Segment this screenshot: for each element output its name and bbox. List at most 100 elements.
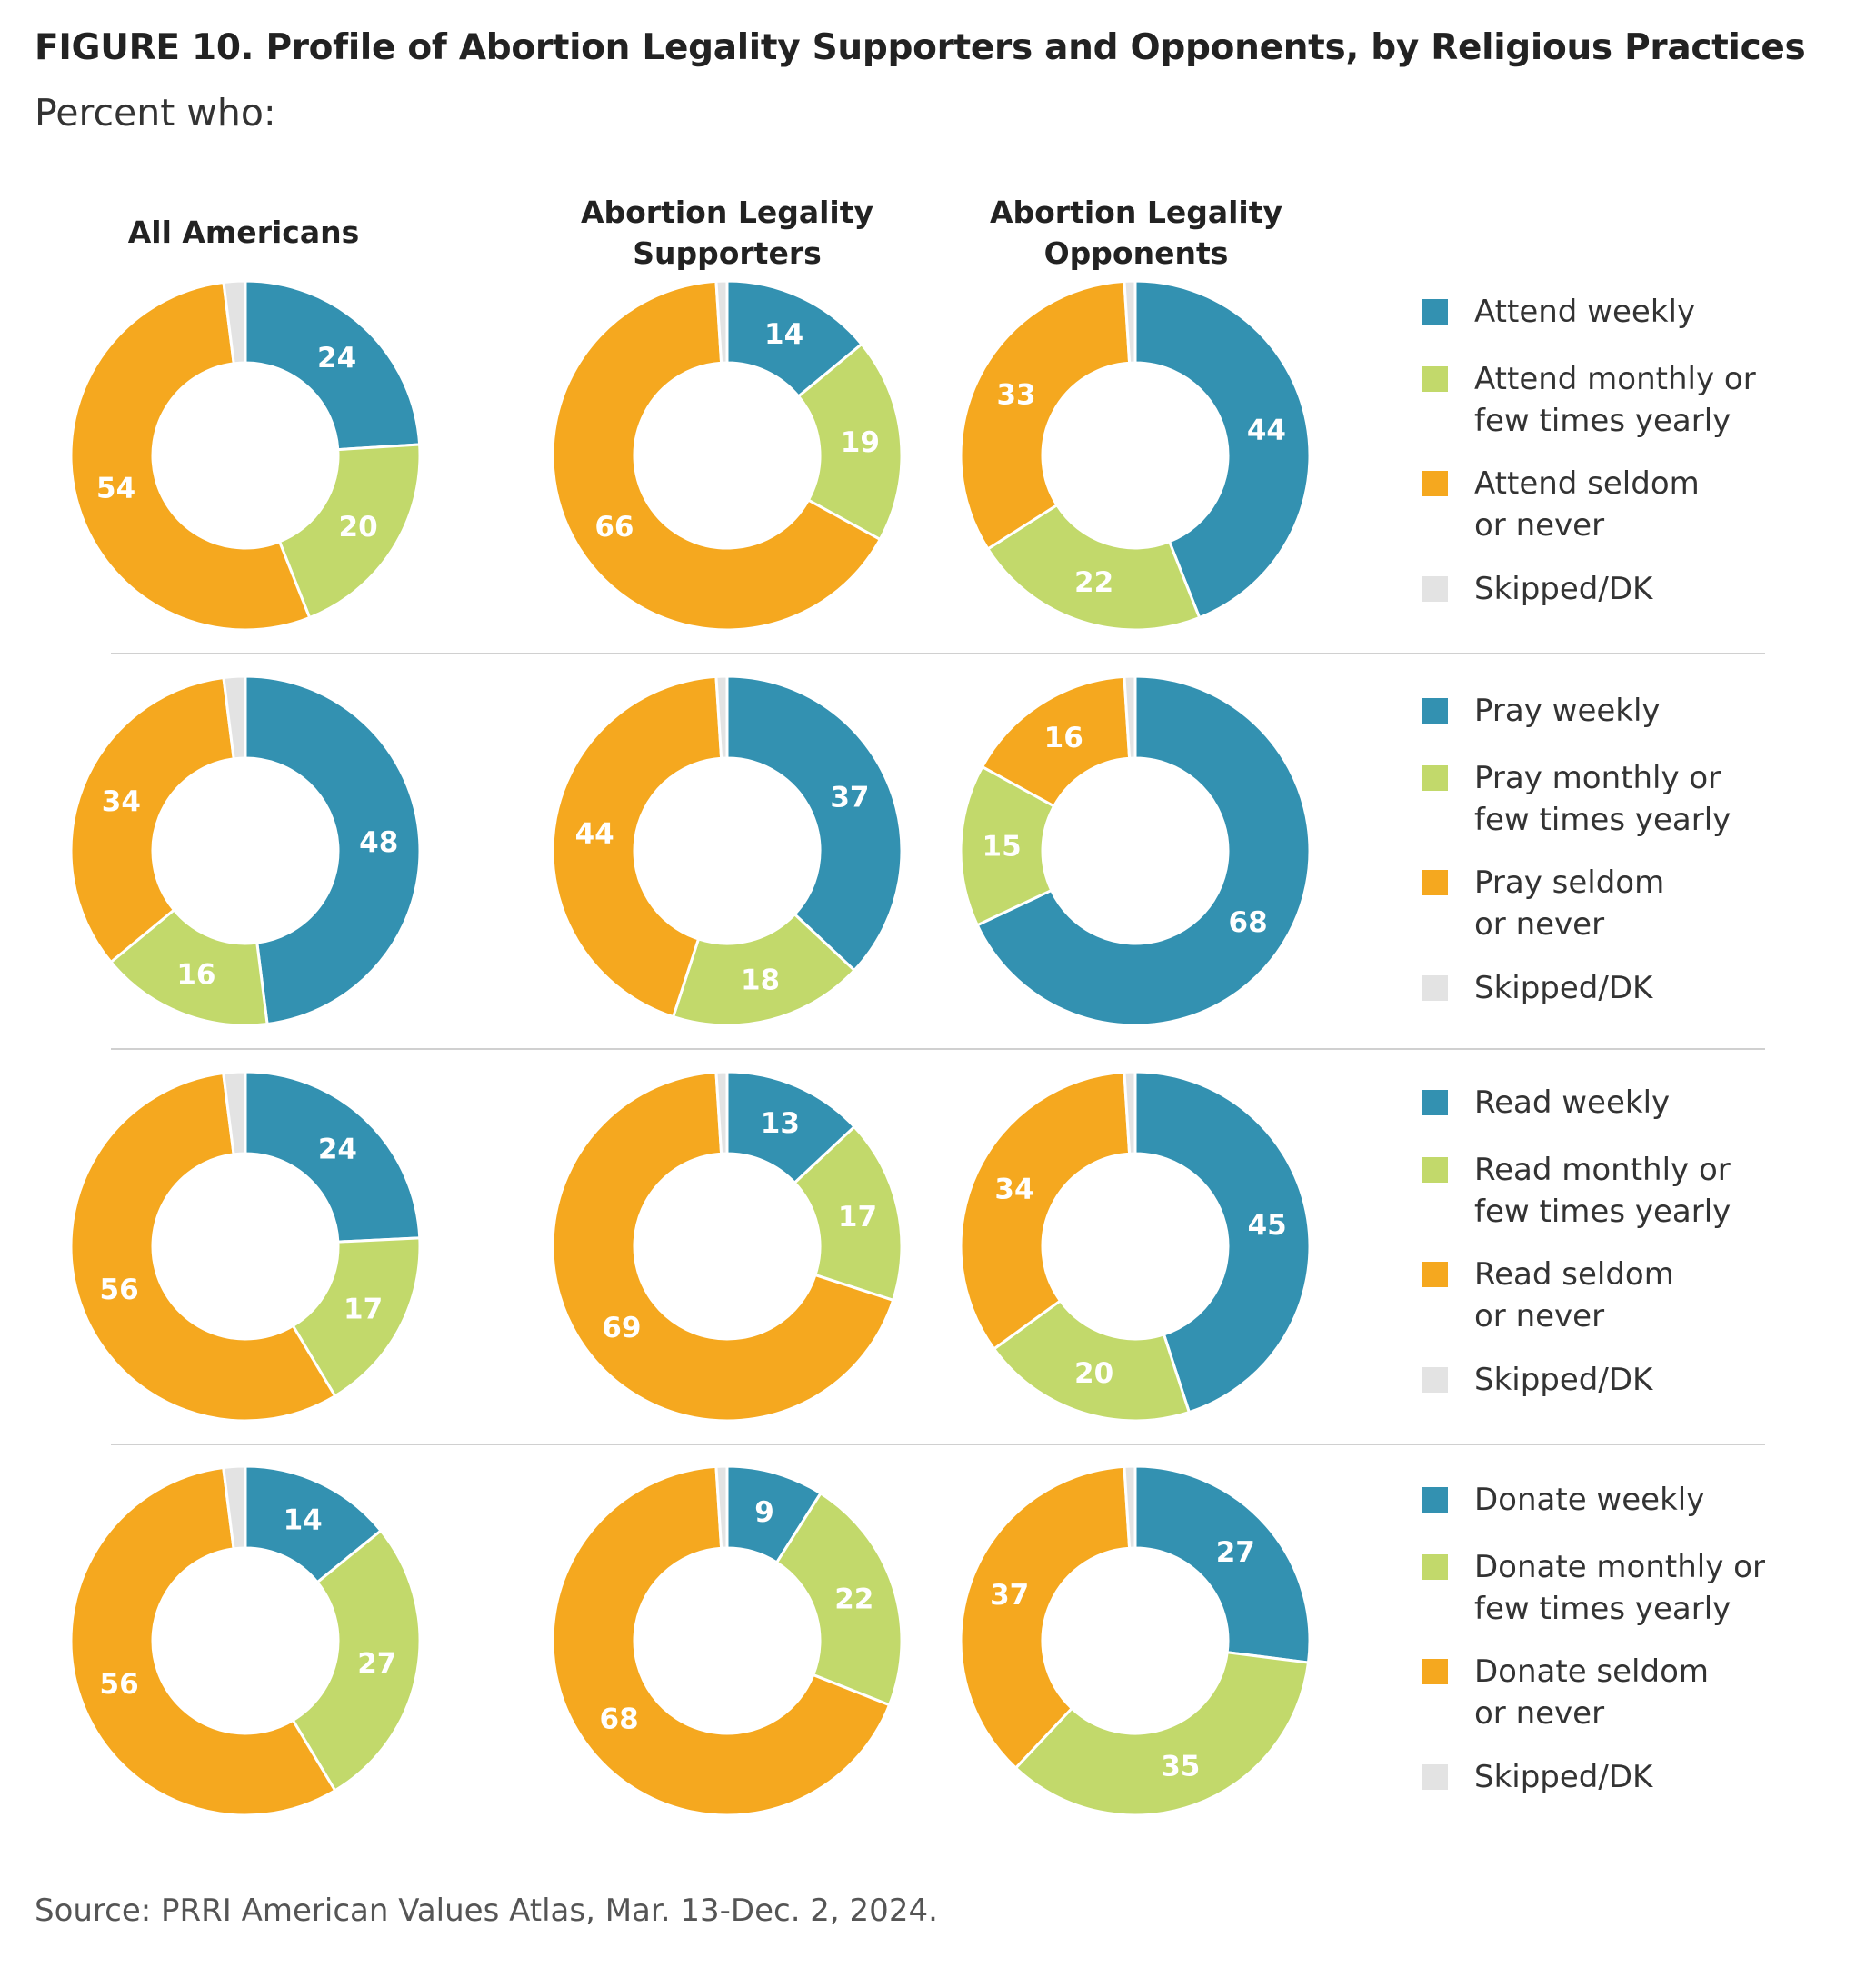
legend-label-line2: or never — [1474, 1298, 1605, 1334]
column-header-line1: All Americans — [127, 215, 360, 250]
legend-label-line1: Skipped/DK — [1474, 1759, 1653, 1795]
legend-label-line2: few times yearly — [1474, 802, 1731, 838]
donut-4-2: 9 22 68 — [551, 1464, 903, 1817]
legend-label: Donate seldom or never — [1474, 1651, 1820, 1734]
data-label-monthly: 20 — [339, 511, 378, 544]
legend-label-line1: Skipped/DK — [1474, 1362, 1653, 1398]
slice-seldom — [69, 1465, 337, 1817]
slice-skipped — [714, 674, 729, 760]
data-label-weekly: 45 — [1248, 1209, 1287, 1242]
legend-label-line1: Pray weekly — [1474, 693, 1661, 729]
slice-monthly — [793, 1124, 903, 1303]
row-divider — [111, 1048, 1765, 1050]
slice-weekly — [1133, 279, 1312, 620]
slice-skipped — [1123, 674, 1137, 760]
slice-monthly — [291, 1528, 422, 1793]
legend-swatch — [1422, 1487, 1448, 1513]
slice-skipped — [222, 1070, 247, 1156]
legend-label: Skipped/DK — [1474, 967, 1820, 1009]
legend-label: Donate weekly — [1474, 1479, 1820, 1521]
legend-label-line2: or never — [1474, 1695, 1605, 1732]
slice-skipped — [222, 1464, 247, 1551]
slice-skipped — [222, 279, 247, 365]
data-label-monthly: 19 — [841, 426, 880, 459]
slice-weekly — [1133, 1070, 1312, 1414]
slice-weekly — [975, 674, 1312, 1027]
legend-swatch — [1422, 870, 1448, 895]
slice-skipped — [1123, 1464, 1137, 1550]
legend-swatch — [1422, 1157, 1448, 1183]
slice-monthly — [985, 503, 1202, 632]
data-label-monthly: 15 — [983, 830, 1022, 863]
slice-skipped — [714, 279, 729, 365]
data-label-monthly: 16 — [176, 959, 215, 992]
data-label-weekly: 24 — [317, 342, 356, 375]
slice-monthly — [774, 1491, 903, 1707]
figure-title: FIGURE 10. Profile of Abortion Legality … — [35, 27, 1806, 68]
data-label-seldom: 68 — [600, 1703, 639, 1735]
legend-swatch — [1422, 765, 1448, 791]
legend-swatch — [1422, 1090, 1448, 1115]
data-label-weekly: 68 — [1229, 906, 1268, 939]
legend-label: Attend monthly or few times yearly — [1474, 358, 1820, 442]
data-label-monthly: 20 — [1074, 1357, 1113, 1390]
slice-weekly — [1133, 1464, 1312, 1664]
slice-seldom — [69, 675, 235, 964]
slice-weekly — [725, 674, 903, 973]
legend-label-line1: Read weekly — [1474, 1084, 1671, 1121]
legend-label-line1: Donate monthly or — [1474, 1549, 1765, 1585]
legend-label: Pray monthly or few times yearly — [1474, 757, 1820, 841]
slice-seldom — [551, 674, 723, 1019]
slice-monthly — [796, 342, 903, 542]
legend-label-line1: Skipped/DK — [1474, 571, 1653, 607]
legend-label-line1: Attend monthly or — [1474, 361, 1756, 397]
legend-swatch — [1422, 1367, 1448, 1393]
donut-3-2: 13 17 69 — [551, 1070, 903, 1423]
slice-monthly — [671, 912, 857, 1027]
legend-label-line1: Attend weekly — [1474, 294, 1696, 330]
donut-3-3: 45 20 34 — [959, 1070, 1312, 1423]
data-label-monthly: 17 — [838, 1201, 877, 1234]
legend-swatch — [1422, 1262, 1448, 1287]
legend-label: Donate monthly or few times yearly — [1474, 1546, 1820, 1630]
data-label-seldom: 54 — [96, 473, 135, 505]
slice-skipped — [1123, 279, 1137, 365]
data-label-weekly: 14 — [284, 1503, 323, 1536]
slice-monthly — [1013, 1651, 1311, 1817]
donut-1-2: 14 19 66 — [551, 279, 903, 632]
legend-label: Attend weekly — [1474, 291, 1820, 333]
legend-swatch — [1422, 698, 1448, 724]
data-label-seldom: 34 — [994, 1173, 1033, 1205]
data-label-monthly: 27 — [357, 1648, 396, 1681]
column-header-line1: Abortion Legality — [989, 195, 1283, 230]
data-label-seldom: 56 — [100, 1668, 139, 1701]
legend-swatch — [1422, 471, 1448, 496]
data-label-seldom: 69 — [602, 1312, 641, 1344]
donut-2-1: 48 16 34 — [69, 674, 422, 1027]
slice-weekly — [244, 1070, 422, 1244]
slice-skipped — [1123, 1070, 1137, 1155]
legend-swatch — [1422, 975, 1448, 1001]
donut-3-1: 24 17 56 — [69, 1070, 422, 1423]
column-header-line2: Opponents — [1043, 235, 1229, 271]
slice-seldom — [69, 280, 312, 632]
legend-label-line2: few times yearly — [1474, 1591, 1731, 1627]
legend-label: Read weekly — [1474, 1082, 1820, 1124]
donut-1-3: 44 22 33 — [959, 279, 1312, 632]
legend-label-line2: few times yearly — [1474, 1194, 1731, 1230]
legend-label: Skipped/DK — [1474, 1359, 1820, 1401]
data-label-seldom: 37 — [990, 1579, 1029, 1612]
slice-seldom — [551, 1464, 892, 1817]
slice-monthly — [277, 443, 422, 620]
legend-label: Skipped/DK — [1474, 1756, 1820, 1798]
legend-label-line1: Attend seldom — [1474, 465, 1700, 502]
data-label-seldom: 56 — [100, 1274, 139, 1306]
column-header-all-americans: All Americans — [44, 212, 444, 253]
data-label-seldom: 16 — [1044, 722, 1083, 754]
data-label-weekly: 48 — [359, 826, 398, 859]
data-label-weekly: 13 — [761, 1107, 800, 1140]
donut-2-2: 37 18 44 — [551, 674, 903, 1027]
legend-label-line1: Read monthly or — [1474, 1152, 1731, 1188]
legend-label: Skipped/DK — [1474, 568, 1820, 610]
